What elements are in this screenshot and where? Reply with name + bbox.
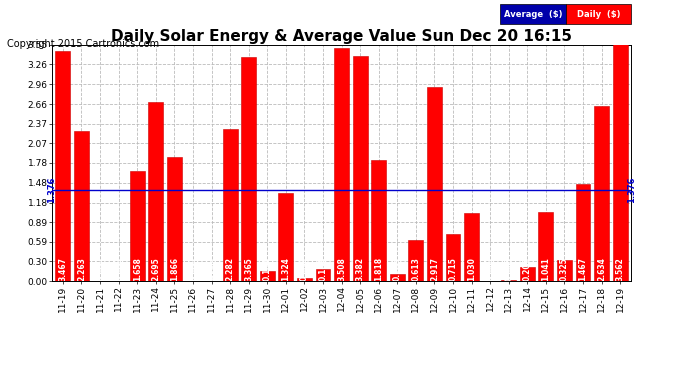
Title: Daily Solar Energy & Average Value Sun Dec 20 16:15: Daily Solar Energy & Average Value Sun D… <box>111 29 572 44</box>
Text: 1.030: 1.030 <box>467 257 476 280</box>
Text: 2.282: 2.282 <box>226 256 235 280</box>
Text: 3.508: 3.508 <box>337 257 346 280</box>
Bar <box>260 271 275 281</box>
Text: Average  ($): Average ($) <box>504 10 562 18</box>
Text: 2.634: 2.634 <box>597 257 606 280</box>
Bar <box>520 267 535 281</box>
Text: 2.917: 2.917 <box>430 256 439 280</box>
Text: 1.866: 1.866 <box>170 256 179 280</box>
Text: 0.000: 0.000 <box>95 257 105 280</box>
Text: 0.325: 0.325 <box>560 257 569 280</box>
Bar <box>241 57 256 281</box>
Text: 0.613: 0.613 <box>411 257 420 280</box>
Bar <box>315 269 331 281</box>
Text: 3.562: 3.562 <box>615 257 624 280</box>
Bar <box>223 129 237 281</box>
Text: 0.184: 0.184 <box>319 256 328 280</box>
Text: 2.695: 2.695 <box>151 257 160 280</box>
Text: 0.000: 0.000 <box>188 257 197 280</box>
Text: 1.376: 1.376 <box>47 176 56 203</box>
Text: 0.000: 0.000 <box>207 257 216 280</box>
Text: Daily  ($): Daily ($) <box>577 10 620 18</box>
Bar <box>55 51 70 281</box>
Bar <box>371 160 386 281</box>
Text: 1.041: 1.041 <box>542 257 551 280</box>
Text: 1.376: 1.376 <box>627 176 636 203</box>
Bar <box>278 193 293 281</box>
Bar <box>557 260 572 281</box>
Bar <box>613 44 628 281</box>
Text: Copyright 2015 Cartronics.com: Copyright 2015 Cartronics.com <box>7 39 159 50</box>
Bar <box>446 234 460 281</box>
Text: 0.052: 0.052 <box>300 257 309 280</box>
Bar <box>167 157 181 281</box>
Text: 0.154: 0.154 <box>263 257 272 280</box>
Bar <box>334 48 349 281</box>
Bar <box>408 240 423 281</box>
Text: 0.105: 0.105 <box>393 257 402 280</box>
Bar <box>575 184 591 281</box>
Text: 1.658: 1.658 <box>132 257 141 280</box>
Bar <box>464 213 479 281</box>
Bar <box>130 171 145 281</box>
Text: 1.467: 1.467 <box>578 256 588 280</box>
Bar <box>538 212 553 281</box>
Text: 0.715: 0.715 <box>448 257 457 280</box>
Bar <box>74 130 89 281</box>
Text: 0.207: 0.207 <box>523 256 532 280</box>
Text: 2.263: 2.263 <box>77 257 86 280</box>
Text: 1.818: 1.818 <box>374 256 383 280</box>
Bar <box>483 280 497 281</box>
Bar <box>353 56 368 281</box>
Bar <box>427 87 442 281</box>
Text: 3.365: 3.365 <box>244 257 253 280</box>
Text: 3.467: 3.467 <box>59 256 68 280</box>
Text: 3.382: 3.382 <box>355 256 364 280</box>
Text: 1.324: 1.324 <box>282 257 290 280</box>
Bar <box>594 106 609 281</box>
Text: 0.010: 0.010 <box>486 257 495 280</box>
Text: 0.018: 0.018 <box>504 256 513 280</box>
Bar <box>390 274 405 281</box>
Bar <box>148 102 164 281</box>
Text: 0.000: 0.000 <box>114 257 123 280</box>
Bar <box>297 278 312 281</box>
Bar <box>502 280 516 281</box>
